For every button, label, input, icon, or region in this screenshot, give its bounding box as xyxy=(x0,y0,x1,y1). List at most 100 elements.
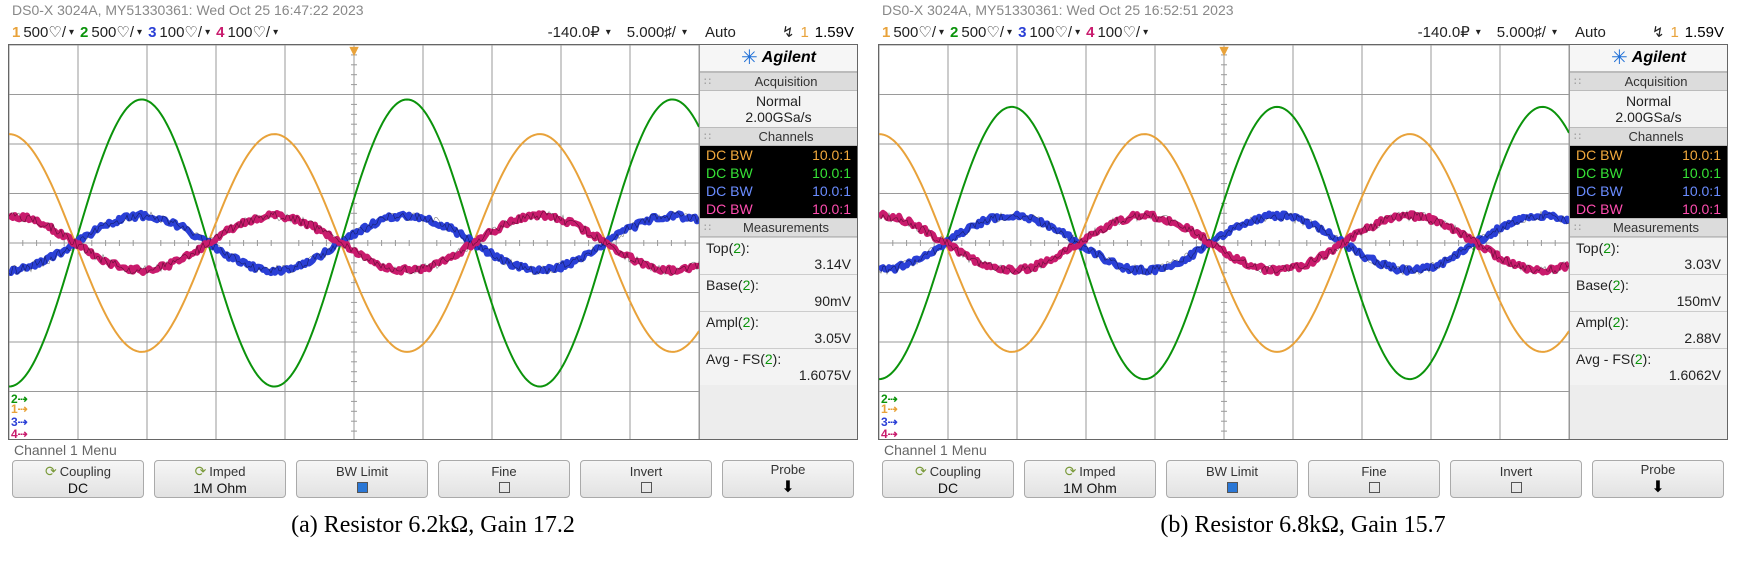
channel-bar: 1 500♡/ ▾ 2 500♡/ ▾ 3 100♡/ ▾ 4 100♡/ ▾ … xyxy=(8,20,858,44)
softkey-bw-limit[interactable]: BW Limit xyxy=(296,460,428,498)
agilent-logo: ✳Agilent xyxy=(700,45,857,72)
measurement-row[interactable]: Ampl(2): 2.88V xyxy=(1570,311,1727,348)
channel-scale: 500♡/ xyxy=(23,23,66,41)
ground-marker-4: 4⇢ xyxy=(11,427,28,439)
softkey-coupling[interactable]: ⟳CouplingDC xyxy=(882,460,1014,498)
refresh-icon: ⟳ xyxy=(45,463,57,479)
channel-indicator-4[interactable]: 4 100♡/ ▾ xyxy=(1086,23,1148,41)
chevron-down-icon: ▾ xyxy=(137,27,142,38)
softkey-invert[interactable]: Invert xyxy=(1450,460,1582,498)
softkey-fine[interactable]: Fine xyxy=(1308,460,1440,498)
softkey-probe[interactable]: Probe⬇ xyxy=(1592,460,1724,498)
channels-title[interactable]: ∷Channels xyxy=(700,127,857,146)
timebase-delay[interactable]: -140.0₽ xyxy=(548,23,600,41)
channels-title[interactable]: ∷Channels xyxy=(1570,127,1727,146)
checkbox-icon xyxy=(357,482,368,493)
measurement-row[interactable]: Top(2): 3.14V xyxy=(700,237,857,274)
channel-indicator-1[interactable]: 1 500♡/ ▾ xyxy=(882,23,944,41)
chevron-down-icon: ▾ xyxy=(1143,27,1148,38)
scope-header: DS0-X 3024A, MY51330361: Wed Oct 25 16:4… xyxy=(8,0,858,20)
acquisition-title[interactable]: ∷Acquisition xyxy=(700,72,857,91)
measurements-title[interactable]: ∷Measurements xyxy=(700,218,857,237)
channel-number: 1 xyxy=(12,24,20,41)
acquisition-block: Normal 2.00GSa/s xyxy=(1570,91,1727,127)
channel-bar: 1 500♡/ ▾ 2 500♡/ ▾ 3 100♡/ ▾ 4 100♡/ ▾ … xyxy=(878,20,1728,44)
softkey-fine[interactable]: Fine xyxy=(438,460,570,498)
channel-number: 1 xyxy=(882,24,890,41)
trigger-info[interactable]: ↯ 1 1.59V xyxy=(1652,23,1724,41)
channel-indicator-3[interactable]: 3 100♡/ ▾ xyxy=(148,23,210,41)
oscilloscope-screen: DS0-X 3024A, MY51330361: Wed Oct 25 16:5… xyxy=(878,0,1728,504)
measurement-row[interactable]: Base(2): 90mV xyxy=(700,274,857,311)
channel-number: 3 xyxy=(148,24,156,41)
chevron-down-icon: ▾ xyxy=(1552,27,1557,38)
trigger-position-icon: ▼ xyxy=(346,45,362,61)
channel-indicator-3[interactable]: 3 100♡/ ▾ xyxy=(1018,23,1080,41)
chevron-down-icon: ▾ xyxy=(273,27,278,38)
acq-mode: Normal xyxy=(1576,93,1721,109)
channel-row[interactable]: DC BW10.0:1 xyxy=(1570,182,1727,200)
acquisition-mode[interactable]: Auto xyxy=(1575,24,1606,41)
refresh-icon: ⟳ xyxy=(195,463,207,479)
measurement-row[interactable]: Top(2): 3.03V xyxy=(1570,237,1727,274)
ground-marker-1: 1⇢ xyxy=(881,402,898,416)
channel-row[interactable]: DC BW10.0:1 xyxy=(700,164,857,182)
channel-row[interactable]: DC BW10.0:1 xyxy=(1570,200,1727,218)
trigger-edge-icon: ↯ xyxy=(782,23,795,41)
measurement-row[interactable]: Ampl(2): 3.05V xyxy=(700,311,857,348)
acquisition-mode[interactable]: Auto xyxy=(705,24,736,41)
channel-indicator-4[interactable]: 4 100♡/ ▾ xyxy=(216,23,278,41)
softkey-imped[interactable]: ⟳Imped1M Ohm xyxy=(1024,460,1156,498)
acq-rate: 2.00GSa/s xyxy=(1576,109,1721,125)
channel-row[interactable]: DC BW10.0:1 xyxy=(1570,164,1727,182)
softkey-probe[interactable]: Probe⬇ xyxy=(722,460,854,498)
softkey-imped[interactable]: ⟳Imped1M Ohm xyxy=(154,460,286,498)
menu-label: Channel 1 Menu xyxy=(8,440,858,458)
timebase-scale[interactable]: 5.000♯/ xyxy=(627,24,676,41)
chevron-down-icon: ▾ xyxy=(1476,27,1481,38)
trigger-level: 1.59V xyxy=(815,24,854,41)
waveform-plot[interactable]: ▼ 2⇢1⇢3⇢4⇢ xyxy=(9,45,699,439)
measurement-row[interactable]: Base(2): 150mV xyxy=(1570,274,1727,311)
channel-indicator-1[interactable]: 1 500♡/ ▾ xyxy=(12,23,74,41)
softkey-coupling[interactable]: ⟳CouplingDC xyxy=(12,460,144,498)
timebase-scale[interactable]: 5.000♯/ xyxy=(1497,24,1546,41)
arrow-down-icon: ⬇ xyxy=(1651,477,1664,497)
trigger-source: 1 xyxy=(800,24,808,41)
side-panel: ✳Agilent ∷Acquisition Normal 2.00GSa/s ∷… xyxy=(1569,45,1727,439)
measurement-row[interactable]: Avg - FS(2): 1.6075V xyxy=(700,348,857,385)
acquisition-title[interactable]: ∷Acquisition xyxy=(1570,72,1727,91)
burst-icon: ✳ xyxy=(741,48,758,68)
channel-number: 4 xyxy=(1086,24,1094,41)
softkey-invert[interactable]: Invert xyxy=(580,460,712,498)
waveform-plot[interactable]: ▼ 2⇢1⇢3⇢4⇢ xyxy=(879,45,1569,439)
channel-scale: 500♡/ xyxy=(893,23,936,41)
checkbox-icon xyxy=(499,482,510,493)
chevron-down-icon: ▾ xyxy=(205,27,210,38)
channel-scale: 100♡/ xyxy=(227,23,270,41)
channel-row[interactable]: DC BW10.0:1 xyxy=(700,146,857,164)
burst-icon: ✳ xyxy=(1611,48,1628,68)
channel-number: 3 xyxy=(1018,24,1026,41)
channel-scale: 500♡/ xyxy=(961,23,1004,41)
acq-mode: Normal xyxy=(706,93,851,109)
channel-row[interactable]: DC BW10.0:1 xyxy=(700,182,857,200)
measurements-title[interactable]: ∷Measurements xyxy=(1570,218,1727,237)
scope-main: ▼ 2⇢1⇢3⇢4⇢ ✳Agilent ∷Acquisition Normal … xyxy=(8,44,858,440)
trigger-level: 1.59V xyxy=(1685,24,1724,41)
channel-row[interactable]: DC BW10.0:1 xyxy=(700,200,857,218)
channel-indicator-2[interactable]: 2 500♡/ ▾ xyxy=(80,23,142,41)
trigger-info[interactable]: ↯ 1 1.59V xyxy=(782,23,854,41)
oscilloscope-figure-a: DS0-X 3024A, MY51330361: Wed Oct 25 16:4… xyxy=(8,0,858,539)
channel-number: 4 xyxy=(216,24,224,41)
channel-indicator-2[interactable]: 2 500♡/ ▾ xyxy=(950,23,1012,41)
chevron-down-icon: ▾ xyxy=(939,27,944,38)
timebase-delay[interactable]: -140.0₽ xyxy=(1418,23,1470,41)
menu-label: Channel 1 Menu xyxy=(878,440,1728,458)
measurement-row[interactable]: Avg - FS(2): 1.6062V xyxy=(1570,348,1727,385)
softkey-bw-limit[interactable]: BW Limit xyxy=(1166,460,1298,498)
refresh-icon: ⟳ xyxy=(1065,463,1077,479)
channel-row[interactable]: DC BW10.0:1 xyxy=(1570,146,1727,164)
channel-number: 2 xyxy=(80,24,88,41)
softkey-row: ⟳CouplingDC ⟳Imped1M Ohm BW Limit Fine Inver… xyxy=(878,458,1728,504)
